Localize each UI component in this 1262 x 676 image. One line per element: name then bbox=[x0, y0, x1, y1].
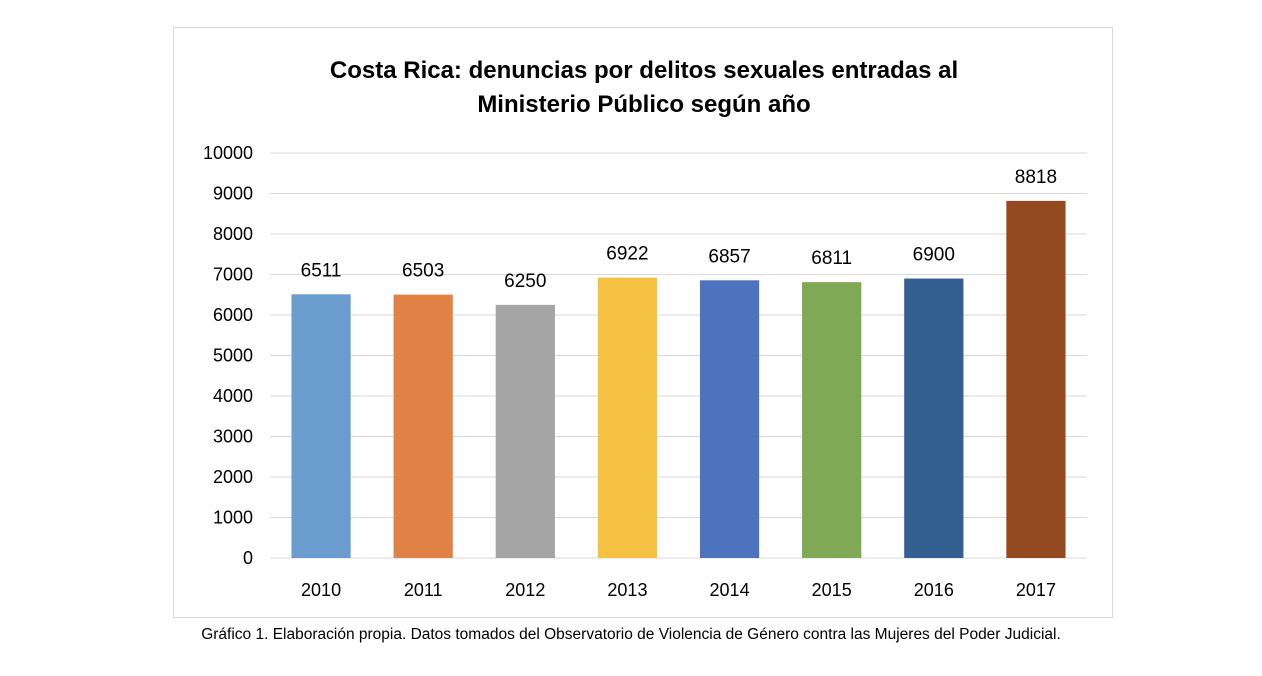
bars bbox=[291, 200, 1066, 558]
data-label-2017: 8818 bbox=[1015, 167, 1057, 188]
y-tick-label: 2000 bbox=[213, 467, 253, 487]
bar-2010 bbox=[291, 294, 351, 558]
x-tick-label-2010: 2010 bbox=[301, 580, 341, 600]
bar-2011 bbox=[393, 294, 453, 558]
data-label-2013: 6922 bbox=[606, 244, 648, 265]
chart-title-line-2: Ministerio Público según año bbox=[477, 91, 810, 118]
data-label-2010: 6511 bbox=[301, 260, 342, 281]
data-label-2012: 6250 bbox=[504, 271, 546, 292]
bar-2014 bbox=[699, 280, 760, 558]
data-label-2014: 6857 bbox=[708, 246, 750, 267]
bar-2017 bbox=[1006, 200, 1066, 558]
x-tick-label-2016: 2016 bbox=[914, 580, 954, 600]
data-label-2016: 6900 bbox=[913, 245, 955, 266]
y-tick-label: 6000 bbox=[213, 305, 253, 325]
x-tick-label-2017: 2017 bbox=[1016, 580, 1056, 600]
y-tick-label: 1000 bbox=[213, 508, 253, 528]
data-label-2011: 6503 bbox=[402, 261, 444, 282]
y-tick-label: 4000 bbox=[213, 386, 253, 406]
x-axis-tick-labels: 2010 2011 2012 2013 2014 2015 2016 2017 bbox=[301, 580, 1056, 600]
x-tick-label-2014: 2014 bbox=[710, 580, 750, 600]
y-tick-label: 5000 bbox=[213, 346, 253, 366]
bar-2013 bbox=[597, 277, 658, 558]
chart-title-line-1: Costa Rica: denuncias por delitos sexual… bbox=[330, 57, 958, 84]
y-tick-label: 10000 bbox=[203, 143, 253, 163]
y-tick-label: 0 bbox=[243, 548, 253, 568]
y-tick-label: 3000 bbox=[213, 427, 253, 447]
y-tick-label: 8000 bbox=[213, 224, 253, 244]
x-tick-label-2011: 2011 bbox=[404, 580, 443, 600]
y-tick-label: 7000 bbox=[213, 265, 253, 285]
bar-2016 bbox=[904, 278, 964, 558]
bar-2015 bbox=[802, 282, 862, 558]
x-tick-label-2015: 2015 bbox=[812, 580, 852, 600]
bar-2012 bbox=[495, 304, 555, 558]
chart-frame: Costa Rica: denuncias por delitos sexual… bbox=[173, 27, 1113, 618]
y-axis-tick-labels: 0 1000 2000 3000 4000 5000 6000 7000 8000 9000 100… bbox=[203, 143, 253, 568]
x-tick-label-2012: 2012 bbox=[505, 580, 545, 600]
figure-caption: Gráfico 1. Elaboración propia. Datos tom… bbox=[201, 626, 1061, 643]
data-labels: 6511 6503 6250 6922 6857 6811 6900 8818 bbox=[301, 167, 1057, 292]
y-tick-label: 9000 bbox=[213, 184, 253, 204]
gridlines bbox=[270, 152, 1087, 559]
x-tick-label-2013: 2013 bbox=[607, 580, 647, 600]
data-label-2015: 6811 bbox=[811, 248, 852, 269]
bar-chart: Costa Rica: denuncias por delitos sexual… bbox=[203, 57, 1087, 600]
